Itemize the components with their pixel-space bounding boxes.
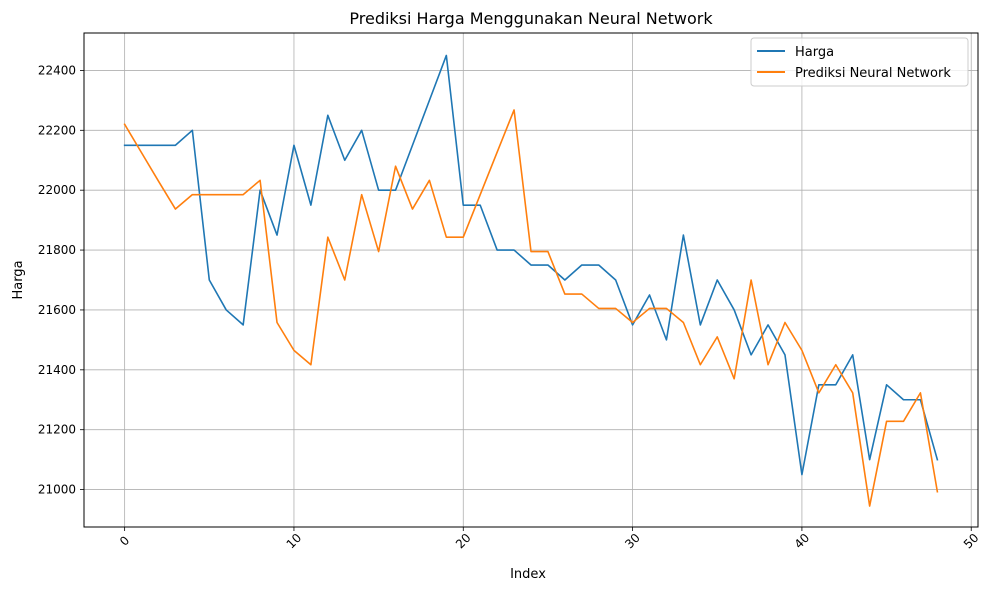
y-tick-label: 21800 <box>38 243 76 257</box>
legend-label-prediksi: Prediksi Neural Network <box>795 66 951 81</box>
y-axis-ticks: 21000 21200 21400 21600 21800 22000 22200 22400 <box>38 63 84 497</box>
y-tick-label: 21600 <box>38 303 76 317</box>
y-tick-label: 21200 <box>38 423 76 437</box>
y-tick-label: 22400 <box>38 63 76 77</box>
series-line-harga <box>123 54 939 476</box>
y-tick-label: 22000 <box>38 183 76 197</box>
legend: Harga Prediksi Neural Network <box>750 37 969 87</box>
x-axis-label: Index <box>510 567 546 582</box>
y-axis-label: Harga <box>11 260 26 299</box>
legend-label-harga: Harga <box>795 45 834 60</box>
legend-frame <box>750 37 969 87</box>
y-tick-label: 21000 <box>38 483 76 497</box>
chart-title: Prediksi Harga Menggunakan Neural Networ… <box>349 9 713 28</box>
y-tick-label: 21400 <box>38 363 76 377</box>
plot-area-frame <box>83 32 979 528</box>
y-tick-label: 22200 <box>38 123 76 137</box>
series-layer <box>123 54 939 507</box>
series-line-prediksi-neural-network <box>123 109 939 507</box>
